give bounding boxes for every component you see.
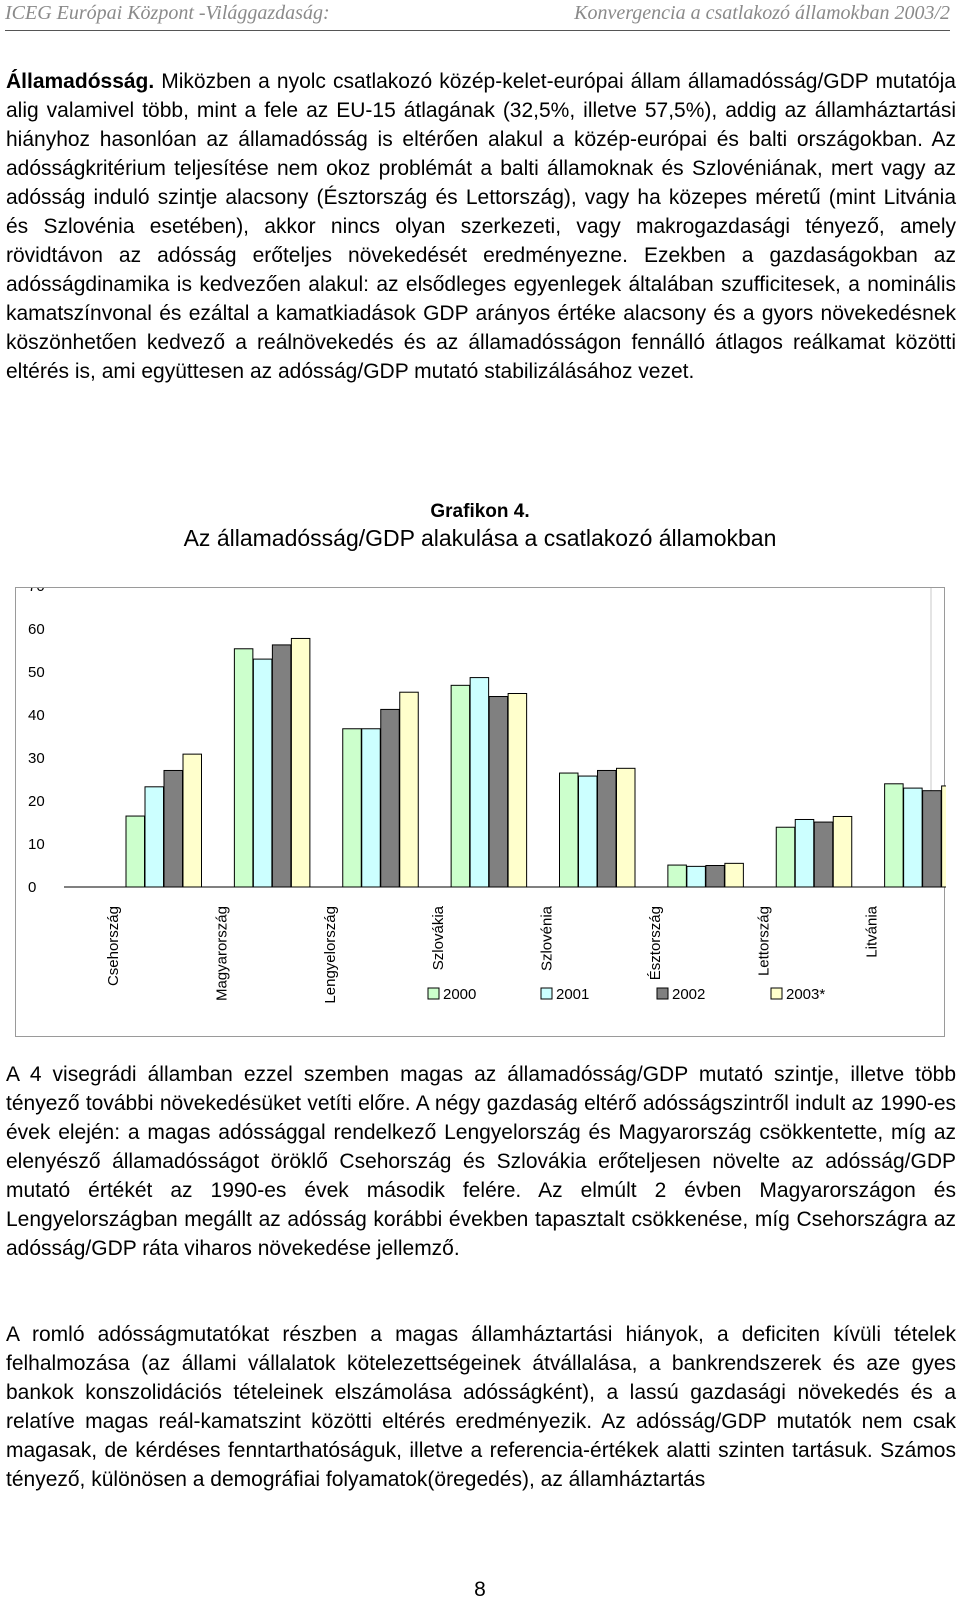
legend-swatch: [656, 987, 669, 1000]
legend-swatch: [427, 987, 440, 1000]
bar: [724, 862, 744, 888]
paragraph-3-text: A romló adósságmutatókat részben a magas…: [6, 1323, 956, 1491]
figure-title: Az államadósság/GDP alakulása a csatlako…: [183, 525, 777, 551]
bar: [271, 644, 292, 888]
paragraph-2: A 4 visegrádi államban ezzel szemben mag…: [6, 1060, 956, 1263]
header-left: ICEG Európai Központ -Világgazdaság:: [5, 2, 330, 24]
bar: [361, 728, 381, 888]
bar: [507, 693, 528, 888]
bar: [884, 783, 904, 888]
running-header: ICEG Európai Központ -Világgazdaság: Kon…: [5, 0, 950, 31]
x-category-label: Észtország: [647, 906, 664, 980]
paragraph-1-lead: Államadósság.: [6, 70, 155, 93]
x-category-label: Magyarország: [213, 906, 230, 1001]
y-tick-label: 40: [28, 707, 45, 724]
bar: [794, 818, 815, 888]
legend-label: 2001: [556, 986, 589, 1003]
header-right: Konvergencia a csatlakozó államokban 200…: [574, 2, 950, 24]
paragraph-1-text: Miközben a nyolc csatlakozó közép-kelet-…: [6, 70, 956, 383]
bar: [233, 648, 254, 888]
bar: [705, 865, 725, 888]
bar: [903, 787, 923, 888]
bar: [616, 767, 636, 888]
y-tick-label: 60: [28, 621, 45, 638]
figure-number: Grafikon 4.: [430, 501, 530, 522]
page-number: 8: [474, 1578, 486, 1601]
bar: [832, 815, 853, 888]
y-tick-label: 20: [28, 793, 45, 810]
y-tick-label: 50: [28, 664, 45, 681]
legend-swatch: [770, 987, 783, 1000]
bar: [163, 769, 183, 888]
y-tick-label: 10: [28, 836, 45, 853]
bar: [667, 864, 687, 888]
bar: [450, 684, 471, 888]
bar: [469, 677, 490, 888]
bar: [380, 708, 400, 888]
x-category-label: Lettország: [755, 906, 772, 976]
bar: [686, 865, 706, 888]
legend-label: 2002: [672, 986, 705, 1003]
y-tick-label: 30: [28, 750, 45, 767]
bar: [144, 786, 164, 888]
chart-frame: 0 10 20 30 40 50 60 70 Csehország Magyarország Len…: [15, 587, 946, 1037]
legend-swatch: [540, 987, 553, 1000]
y-tick-label: 70: [28, 588, 45, 595]
x-category-label: Szlovénia: [539, 905, 556, 971]
legend-label: 2003*: [786, 986, 825, 1003]
legend-label: 2000: [443, 986, 476, 1003]
bar-chart: 0 10 20 30 40 50 60 70 Csehország Magyarország Len…: [28, 588, 946, 1004]
bar: [252, 658, 273, 888]
bar: [941, 785, 946, 888]
bar: [813, 821, 834, 888]
bar: [125, 815, 145, 888]
y-tick-label: 0: [28, 879, 36, 896]
paragraph-2-text: A 4 visegrádi államban ezzel szemben mag…: [6, 1063, 956, 1260]
bar: [578, 775, 598, 888]
x-category-label: Litvánia: [864, 905, 881, 957]
bar: [182, 753, 202, 888]
paragraph-3: A romló adósságmutatókat részben a magas…: [6, 1320, 956, 1494]
bar: [290, 637, 311, 888]
bar: [488, 696, 509, 888]
bar: [597, 769, 617, 888]
bar: [399, 691, 419, 888]
bar: [922, 790, 942, 888]
x-category-label: Csehország: [105, 906, 122, 986]
x-category-label: Szlovákia: [430, 905, 447, 970]
bar: [775, 826, 796, 888]
x-category-label: Lengyelország: [322, 906, 339, 1004]
bar: [559, 772, 579, 888]
paragraph-1: Államadósság. Miközben a nyolc csatlakoz…: [6, 67, 956, 386]
bar: [342, 728, 362, 888]
